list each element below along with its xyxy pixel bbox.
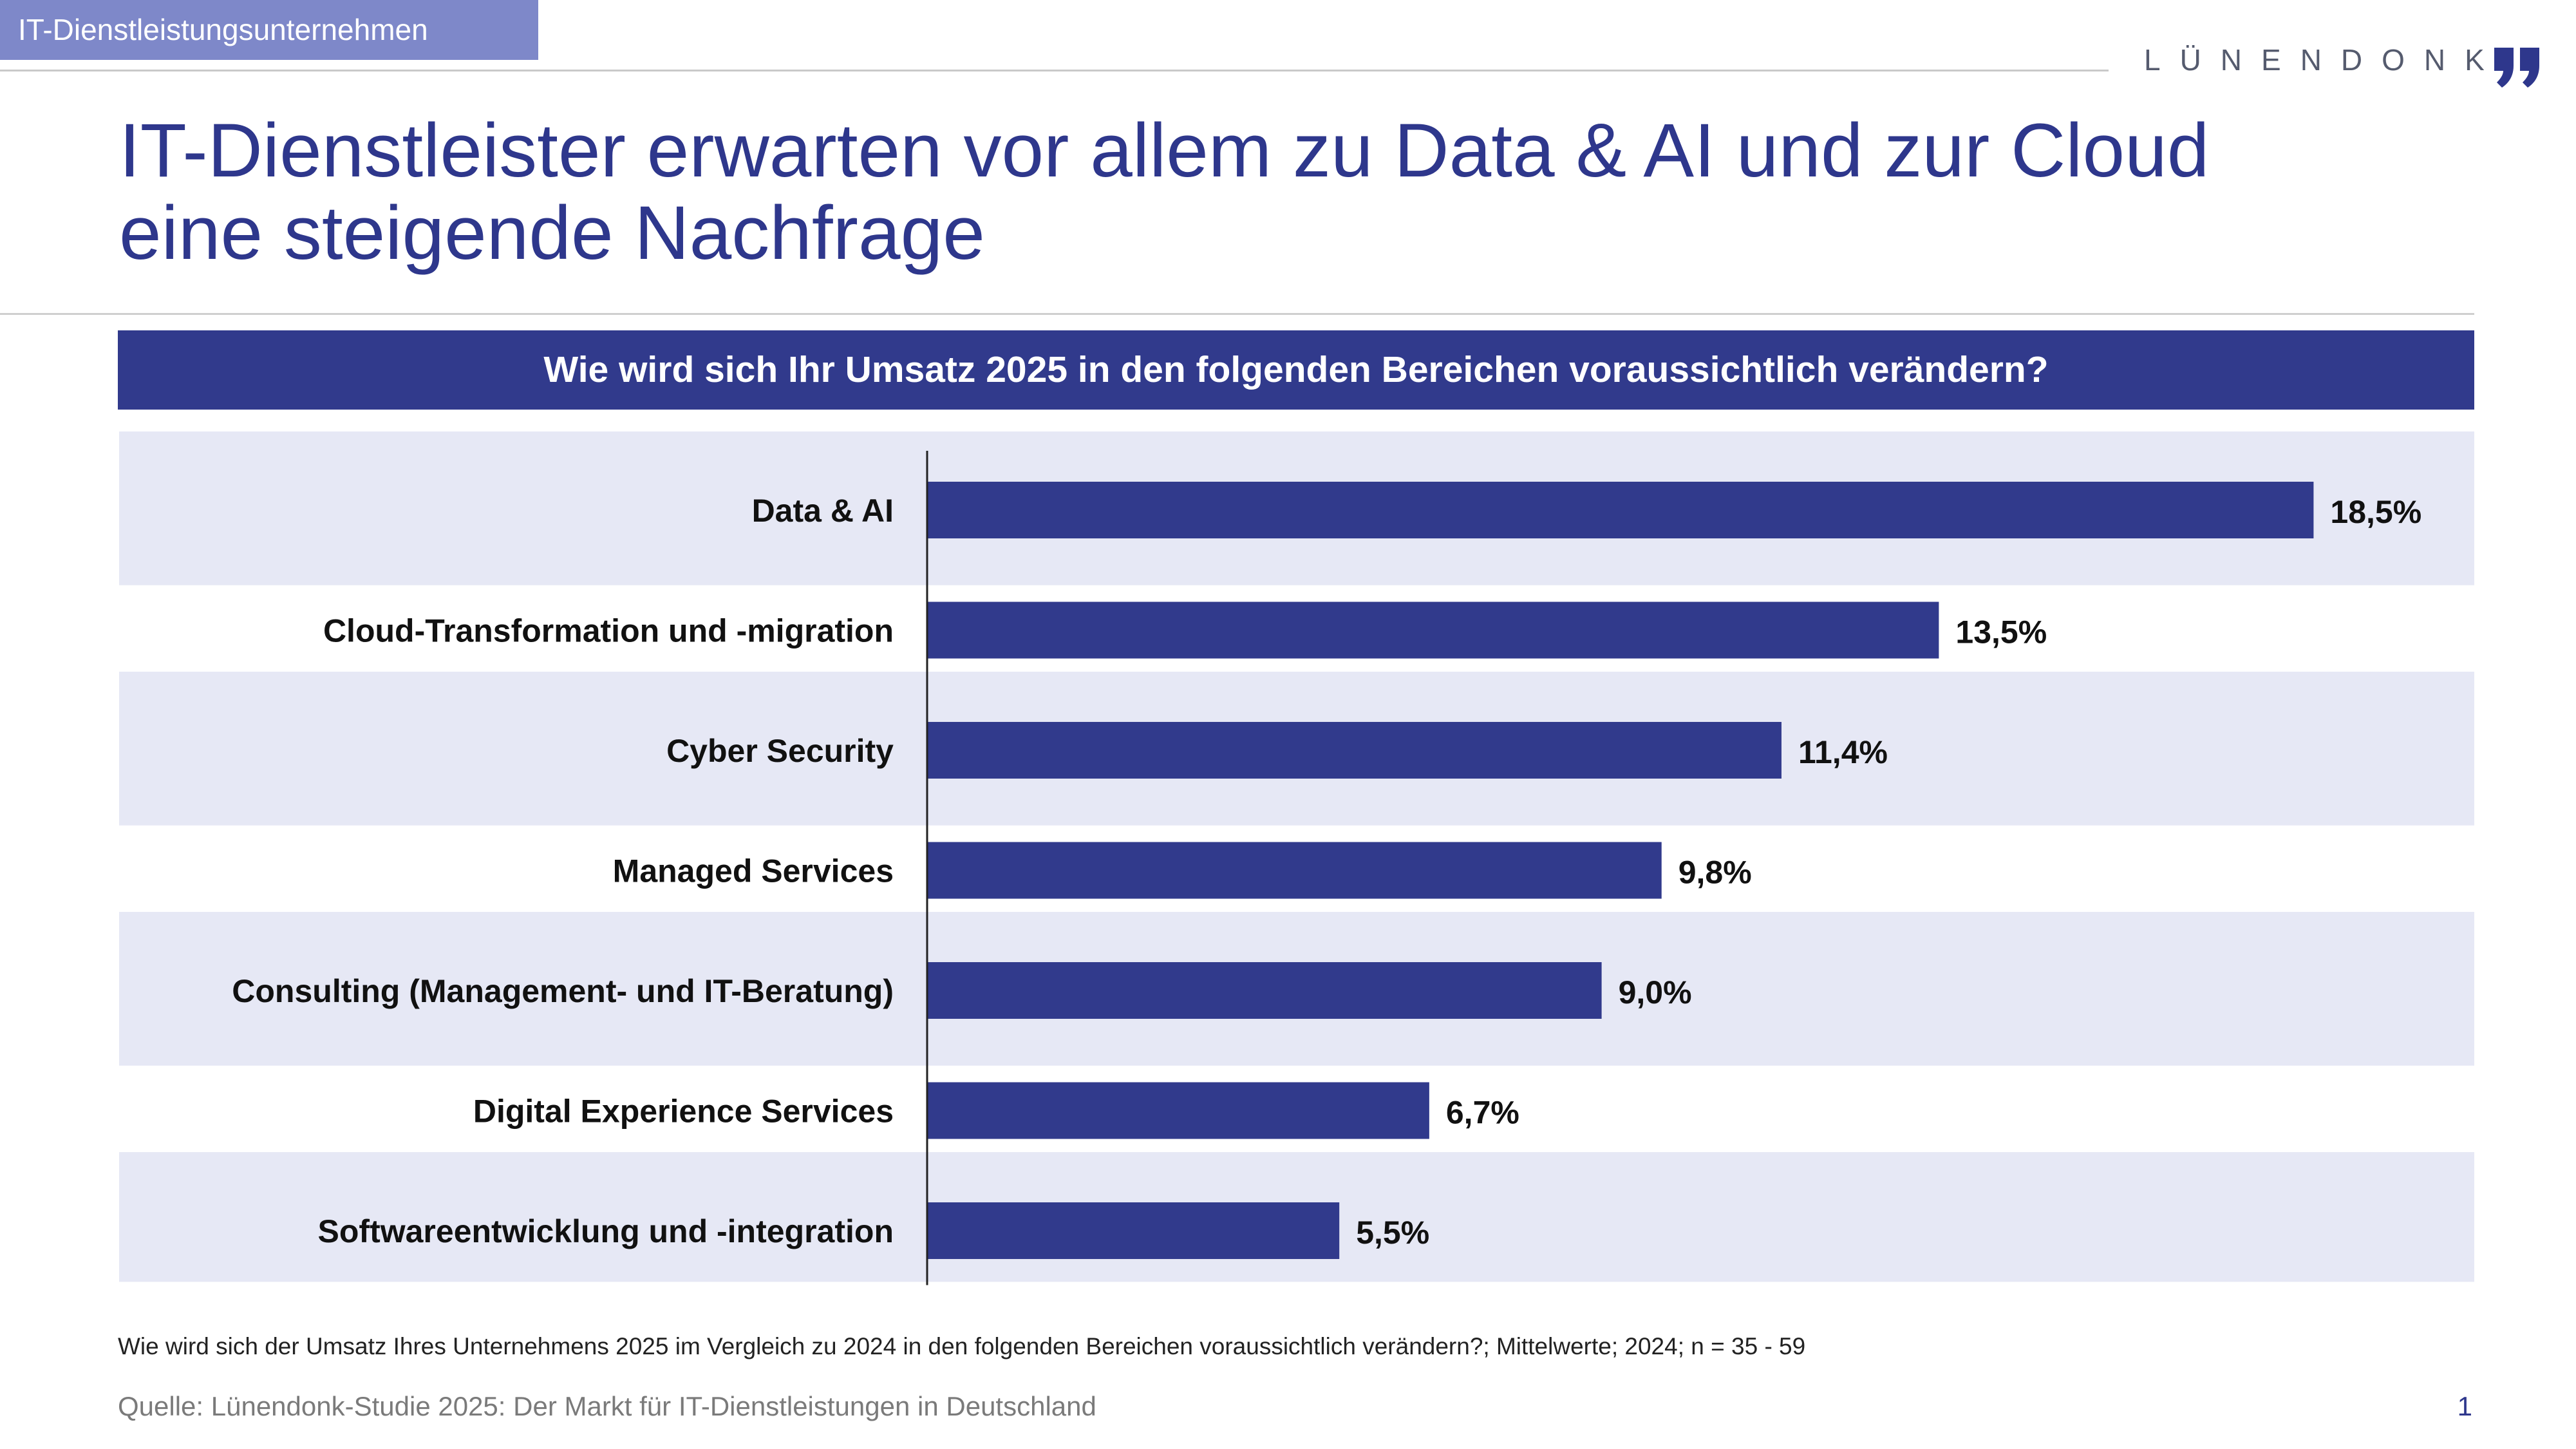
value-label: 9,8% bbox=[1678, 855, 1752, 891]
category-label: Digital Experience Services bbox=[473, 1094, 894, 1130]
category-label: Softwareentwicklung und -integration bbox=[318, 1213, 894, 1249]
header-divider bbox=[0, 70, 2109, 71]
section-tag: IT-Dienstleistungsunternehmen bbox=[0, 0, 538, 60]
bar bbox=[927, 962, 1602, 1019]
bar bbox=[927, 482, 2314, 538]
value-label: 11,4% bbox=[1798, 734, 1888, 770]
value-label: 9,0% bbox=[1619, 974, 1692, 1010]
brand-wordmark: LÜNENDONK bbox=[2144, 43, 2504, 77]
category-label: Cloud-Transformation und -migration bbox=[323, 613, 894, 649]
value-label: 13,5% bbox=[1955, 614, 2047, 650]
question-banner: Wie wird sich Ihr Umsatz 2025 in den fol… bbox=[118, 330, 2474, 410]
page-number: 1 bbox=[2457, 1391, 2472, 1421]
value-label: 6,7% bbox=[1446, 1095, 1519, 1131]
category-label: Data & AI bbox=[752, 493, 894, 529]
bar bbox=[927, 842, 1662, 899]
value-label: 18,5% bbox=[2330, 494, 2421, 530]
title-divider bbox=[0, 313, 2474, 315]
bar bbox=[927, 1202, 1340, 1259]
bar bbox=[927, 722, 1782, 779]
category-label: Consulting (Management- und IT-Beratung) bbox=[232, 973, 894, 1009]
quote-mark-icon bbox=[2494, 48, 2539, 88]
source-note: Quelle: Lünendonk-Studie 2025: Der Markt… bbox=[118, 1391, 1096, 1421]
value-label: 5,5% bbox=[1356, 1215, 1429, 1251]
page-title: IT-Dienstleister erwarten vor allem zu D… bbox=[119, 108, 2210, 276]
category-label: Managed Services bbox=[613, 853, 894, 889]
bar bbox=[927, 1082, 1429, 1139]
footnote: Wie wird sich der Umsatz Ihres Unternehm… bbox=[118, 1333, 1806, 1359]
category-label: Cyber Security bbox=[666, 733, 894, 769]
bar bbox=[927, 601, 1939, 659]
